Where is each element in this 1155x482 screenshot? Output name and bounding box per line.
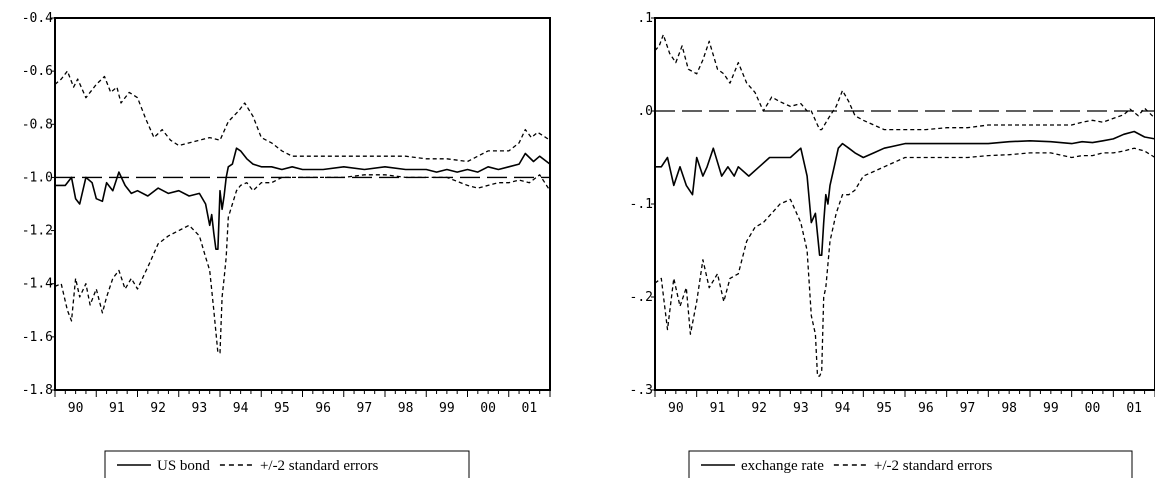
y-tick-label: -0.8 [22,117,53,132]
error-band-line [654,147,1155,377]
x-tick-label: 96 [918,401,934,416]
y-tick-label: -1.6 [22,330,53,345]
x-tick-label: 92 [751,401,767,416]
chart-us-bond: -0.4-0.6-0.8-1.0-1.2-1.4-1.6-1.8 90 91 92 9… [22,11,551,480]
y-tick-label: -.2 [630,290,653,305]
x-tick-label: 99 [1043,401,1059,416]
y-tick-label: .0 [637,104,653,119]
x-tick-label: 00 [480,401,496,416]
y-tick-labels: .1 .0 -.1 -.2 -.3 [630,11,655,398]
y-tick-label: -1.4 [22,277,53,292]
y-tick-label: -.1 [630,197,653,212]
x-tick-label: 91 [109,401,125,416]
x-tick-label: 95 [274,401,290,416]
series-line [55,147,551,250]
error-band-line [654,34,1155,131]
y-tick-label: -1.8 [22,383,53,398]
legend: US bond +/-2 standard errors [104,450,470,480]
x-tick-label: 97 [357,401,373,416]
legend-solid-label: US bond [157,458,210,474]
plot-frame [54,17,551,391]
error-band-line [54,70,551,163]
x-tick-label: 90 [668,401,684,416]
x-tick-label: 92 [150,401,166,416]
legend: exchange rate +/-2 standard errors [688,450,1133,480]
legend-dashed-label: +/-2 standard errors [260,458,379,474]
x-tick-label: 96 [315,401,331,416]
y-tick-label: .1 [637,11,653,26]
y-tick-label: -1.0 [22,170,53,185]
x-tick-label: 90 [68,401,84,416]
x-tick-label: 97 [960,401,976,416]
chart-exchange-rate: .1 .0 -.1 -.2 -.3 90 91 92 93 94 95 96 97 98 99 00 01 e… [630,11,1155,480]
series-group [654,34,1155,377]
x-tick-label: 01 [1126,401,1142,416]
series-line [655,130,1155,256]
y-tick-label: -.3 [630,383,653,398]
x-tick-label: 94 [233,401,249,416]
series-group [54,70,551,354]
x-tick-labels: 90 91 92 93 94 95 96 97 98 99 00 01 [54,390,551,416]
x-tick-label: 98 [1001,401,1017,416]
x-tick-label: 00 [1085,401,1101,416]
plot-frame [654,17,1155,391]
x-tick-label: 93 [192,401,208,416]
x-tick-label: 93 [793,401,809,416]
y-tick-label: -1.2 [22,224,53,239]
y-tick-label: -0.6 [22,64,53,79]
x-tick-label: 99 [439,401,455,416]
error-band-line [54,174,551,354]
x-tick-label: 94 [835,401,851,416]
x-tick-labels: 90 91 92 93 94 95 96 97 98 99 00 01 [654,390,1155,416]
legend-dashed-label: +/-2 standard errors [874,458,993,474]
legend-solid-label: exchange rate [741,458,824,474]
y-tick-labels: -0.4 -0.6 -0.8 -1.0 -1.2 -1.4 -1.6 -1.8 [22,11,55,398]
x-tick-label: 91 [710,401,726,416]
x-tick-label: 98 [398,401,414,416]
x-tick-label: 01 [522,401,538,416]
y-tick-label: -0.4 [22,11,53,26]
x-tick-label: 95 [876,401,892,416]
